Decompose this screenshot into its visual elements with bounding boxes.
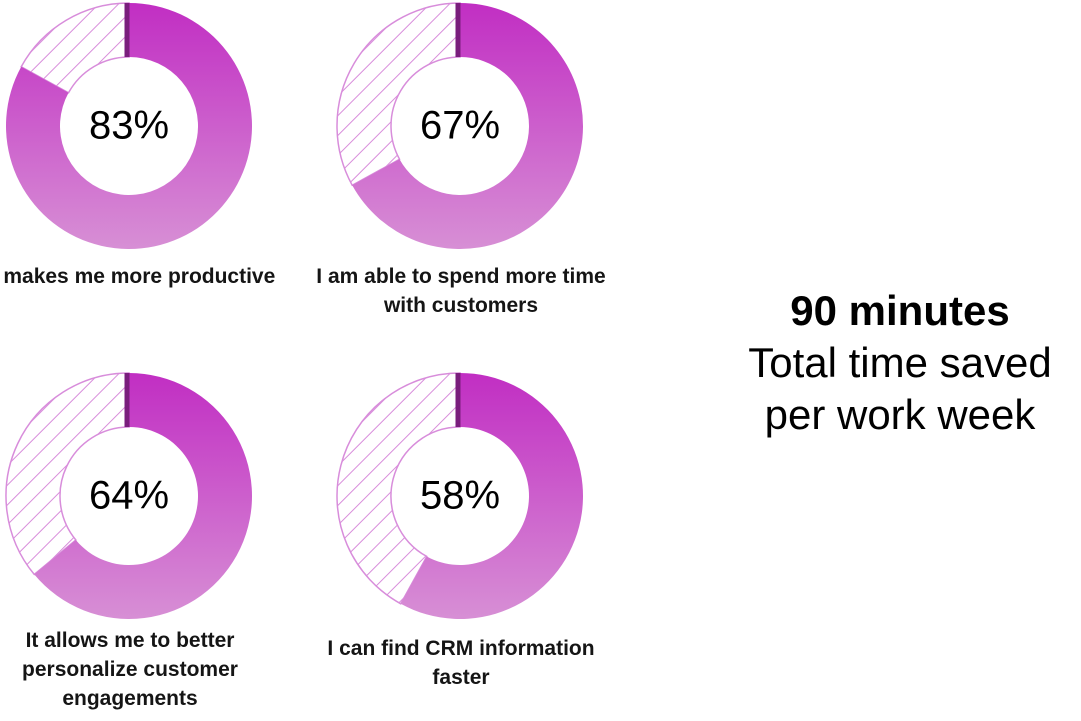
donut-card-time-with-customers: 67% I am able to spend more time with cu…	[311, 0, 611, 350]
donut-remainder-segment	[5, 372, 130, 576]
donut-value-segment	[352, 3, 583, 249]
donut-percent-label: 67%	[420, 104, 500, 148]
donut-card-find-crm-info: 58% I can find CRM information faster	[311, 370, 611, 720]
donut-percent-label: 64%	[89, 474, 169, 518]
donut-card-productive: 83% It makes me more productive	[0, 0, 280, 350]
donut-chart-productive: 83%	[6, 2, 253, 249]
time-saved-summary: 90 minutes Total time saved per work wee…	[730, 285, 1070, 441]
donut-caption-personalize-engagements: It allows me to better personalize custo…	[22, 629, 238, 710]
donut-percent-label: 58%	[420, 474, 500, 518]
donut-percent-label: 83%	[89, 104, 169, 148]
donut-chart-personalize-engagements: 64%	[5, 372, 252, 619]
donut-value-segment	[400, 373, 583, 619]
donut-card-personalize-engagements: 64% It allows me to better personalize c…	[0, 370, 280, 720]
summary-headline: 90 minutes	[790, 287, 1010, 334]
donut-value-segment	[6, 3, 253, 249]
donut-remainder-segment	[336, 2, 461, 187]
donut-caption-time-with-customers: I am able to spend more time with custom…	[316, 265, 606, 317]
donut-value-segment	[34, 373, 252, 619]
donut-caption-find-crm-info: I can find CRM information faster	[327, 637, 595, 689]
donut-chart-time-with-customers: 67%	[336, 2, 583, 249]
donut-caption-productive: It makes me more productive	[0, 265, 276, 288]
donut-remainder-segment	[336, 372, 461, 605]
summary-subtitle: Total time saved per work week	[748, 339, 1052, 438]
donut-chart-find-crm-info: 58%	[336, 372, 583, 619]
